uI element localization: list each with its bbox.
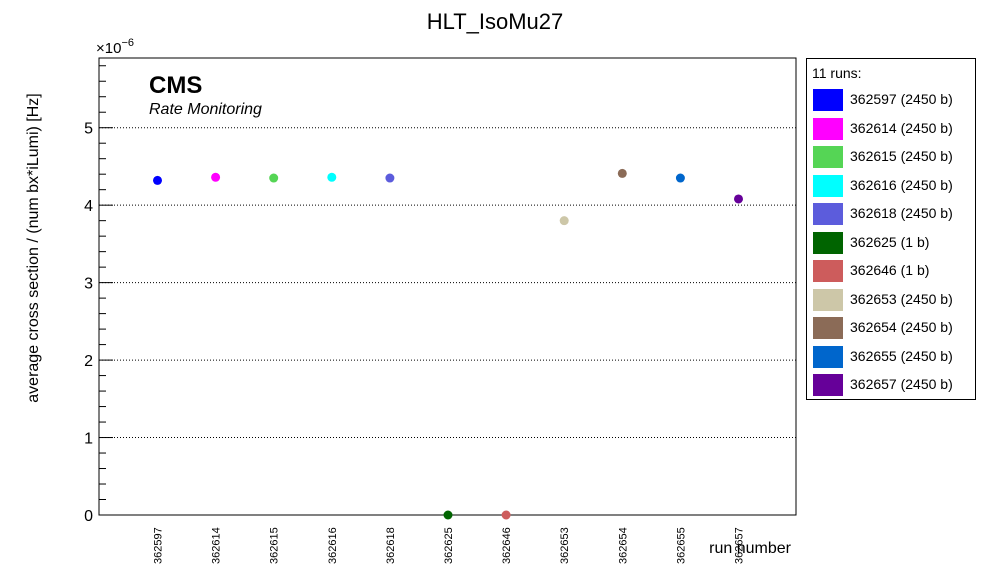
legend-label: 362597 (2450 b): [850, 91, 953, 107]
x-tick-label: 362646: [501, 527, 513, 564]
legend-swatch: [813, 374, 843, 396]
data-point-362655: [675, 173, 685, 183]
legend-label: 362614 (2450 b): [850, 119, 953, 136]
legend-header: 11 runs:: [812, 65, 862, 81]
y-tick-label: 3: [84, 276, 93, 293]
legend-label: 362653 (2450 b): [850, 290, 953, 307]
legend-swatch: [813, 345, 843, 368]
data-point-362646: [501, 510, 511, 520]
legend-swatch: [813, 117, 843, 140]
y-axis-label: average cross section / (num bx*iLumi) […: [25, 93, 42, 402]
data-point-362654: [617, 168, 627, 178]
data-point-362614: [211, 172, 221, 182]
legend-swatch: [813, 146, 843, 168]
plot-frame: [98, 57, 797, 516]
data-point-362615: [269, 173, 279, 183]
legend-swatch: [813, 260, 843, 282]
data-point-362618: [385, 173, 395, 183]
x-tick-label: 362625: [443, 527, 455, 564]
y-tick-label: 1: [84, 431, 93, 448]
legend-label: 362655 (2450 b): [850, 347, 953, 364]
x-tick-label: 362657: [734, 527, 746, 564]
grid-lines: [99, 127, 796, 439]
x-tick-label: 362597: [153, 527, 165, 564]
legend-item: 362654 (2450 b): [813, 315, 973, 339]
legend-item: 362655 (2450 b): [813, 344, 973, 368]
legend-label: 362615 (2450 b): [850, 148, 953, 164]
x-tick-label: 362614: [211, 527, 223, 564]
y-tick-label: 5: [84, 121, 93, 138]
legend-swatch: [813, 174, 843, 197]
legend: 11 runs: 362597 (2450 b) 362614 (2450 b) 3…: [806, 58, 976, 400]
legend-swatch: [813, 317, 843, 339]
legend-label: 362657 (2450 b): [850, 376, 953, 392]
x-axis-label: run number: [709, 540, 791, 557]
x-tick-label: 362654: [617, 527, 629, 564]
legend-label: 362618 (2450 b): [850, 205, 953, 221]
legend-label: 362646 (1 b): [850, 262, 930, 278]
y-tick-label: 4: [84, 198, 93, 215]
legend-swatch: [813, 288, 843, 311]
legend-label: 362625 (1 b): [850, 233, 930, 250]
x-tick-label: 362615: [269, 527, 281, 564]
legend-item: 362653 (2450 b): [813, 287, 973, 311]
legend-item: 362616 (2450 b): [813, 173, 973, 197]
y-exponent-label: ×10−6: [96, 37, 134, 57]
data-point-362597: [153, 175, 162, 185]
legend-item: 362597 (2450 b): [813, 87, 973, 111]
chart-title: HLT_IsoMu27: [427, 9, 564, 34]
rate-monitoring-label: Rate Monitoring: [149, 101, 262, 118]
x-tick-label: 362618: [385, 527, 397, 564]
legend-item: 362618 (2450 b): [813, 201, 973, 225]
data-point-362625: [443, 510, 453, 520]
legend-item: 362657 (2450 b): [813, 372, 973, 396]
data-point-362653: [559, 216, 569, 226]
x-tick-label: 362616: [327, 527, 339, 564]
data-point-362657: [734, 194, 743, 204]
y-tick-label: 2: [84, 353, 93, 370]
legend-swatch: [813, 203, 843, 225]
data-points: [153, 168, 743, 520]
legend-label: 362616 (2450 b): [850, 176, 953, 193]
y-axis-ticks: 0 1 2 3 4 5: [84, 65, 113, 525]
data-point-362616: [327, 172, 337, 182]
x-tick-label: 362655: [675, 527, 687, 564]
legend-item: 362625 (1 b): [813, 230, 973, 254]
legend-swatch: [813, 89, 843, 111]
cms-label: CMS: [149, 72, 202, 99]
x-axis-ticks: 362597 362614 362615 362616 362618 362625 3626…: [153, 527, 746, 564]
y-tick-label: 0: [84, 508, 93, 525]
legend-item: 362614 (2450 b): [813, 116, 973, 140]
legend-item: 362615 (2450 b): [813, 144, 973, 168]
legend-swatch: [813, 231, 843, 254]
x-tick-label: 362653: [559, 527, 571, 564]
legend-label: 362654 (2450 b): [850, 319, 953, 335]
y-exponent-power: −6: [121, 37, 134, 49]
legend-item: 362646 (1 b): [813, 258, 973, 282]
